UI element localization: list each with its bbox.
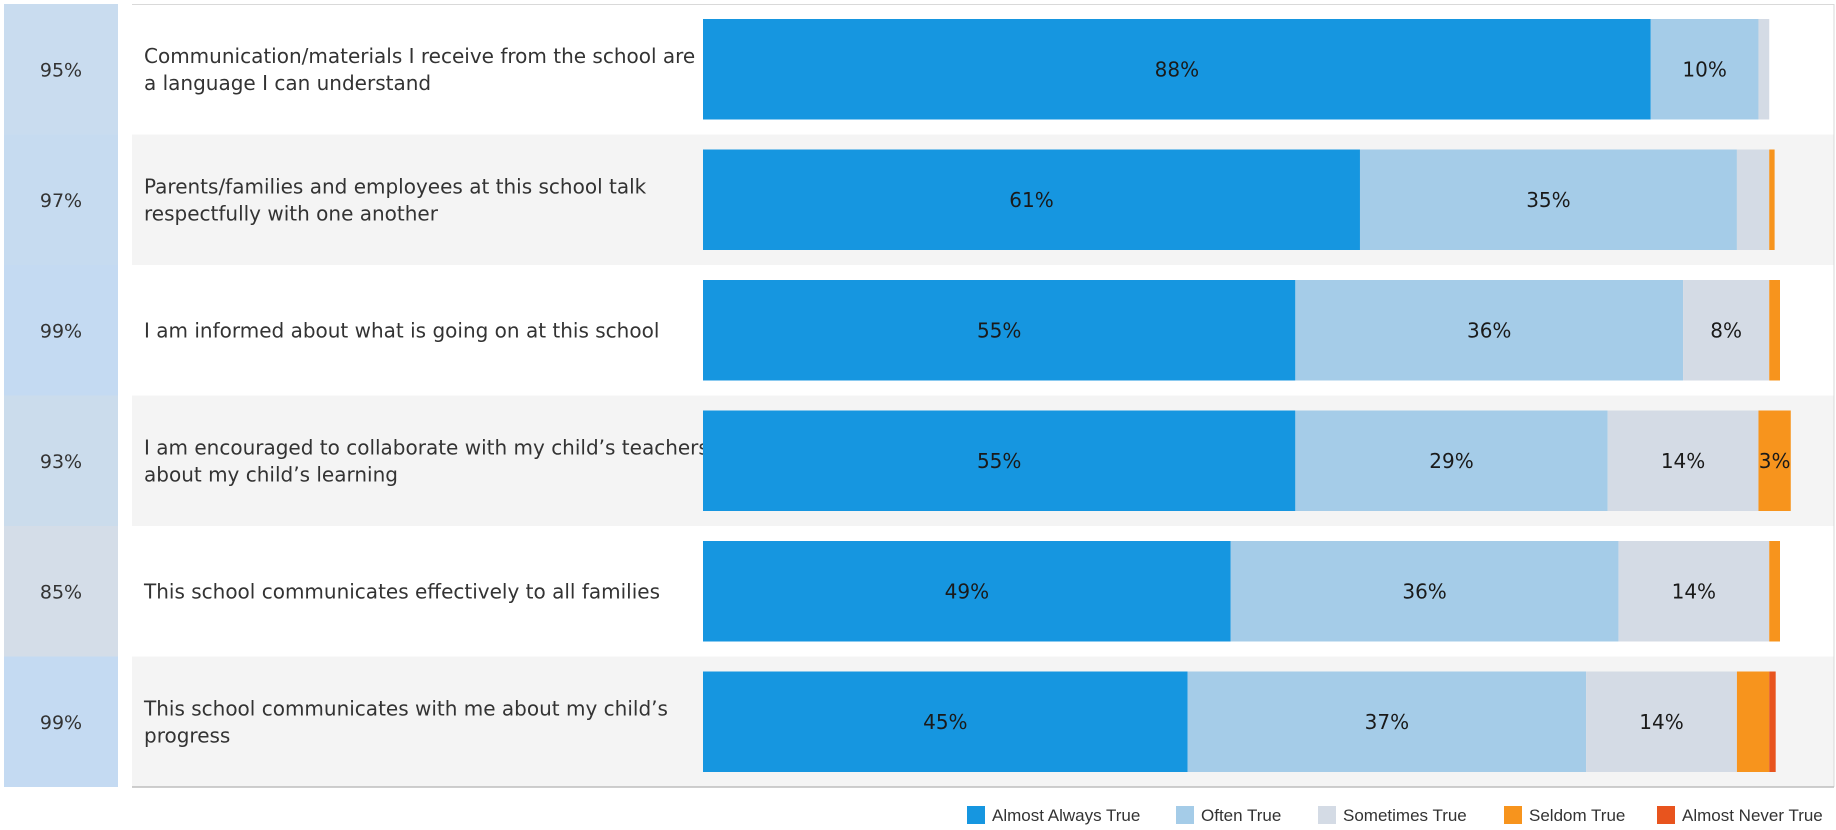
data-label: 88% <box>1155 57 1199 81</box>
question-label: This school communicates effectively to … <box>143 579 660 603</box>
bar-segment[interactable] <box>703 410 1296 512</box>
data-label: 36% <box>1467 318 1511 342</box>
summary-cell <box>4 134 118 265</box>
legend-swatch <box>1657 806 1675 824</box>
bar-segment[interactable] <box>1295 410 1608 512</box>
bar-segment[interactable] <box>1758 410 1791 512</box>
bar-segment[interactable] <box>1769 149 1775 251</box>
summary-cell <box>4 4 118 135</box>
bar-segment[interactable] <box>1650 19 1759 120</box>
legend-label: Seldom True <box>1529 806 1625 825</box>
bar-segment[interactable] <box>703 19 1651 120</box>
summary-value: 97% <box>40 190 82 212</box>
legend-swatch <box>1318 806 1336 824</box>
bar-segment[interactable] <box>1295 280 1684 381</box>
bar-segment[interactable] <box>1769 541 1780 642</box>
data-label: 61% <box>1009 188 1053 212</box>
data-label: 14% <box>1672 579 1716 603</box>
bar-segment[interactable] <box>1683 280 1770 381</box>
data-label: 35% <box>1526 188 1570 212</box>
summary-cell <box>4 265 118 396</box>
question-label: respectfully with one another <box>144 201 439 225</box>
summary-value: 99% <box>40 320 82 342</box>
legend-label: Almost Never True <box>1682 806 1823 825</box>
bar-segment[interactable] <box>1618 541 1770 642</box>
data-label: 37% <box>1365 710 1409 734</box>
summary-cell <box>4 395 118 526</box>
bar-segment[interactable] <box>703 149 1360 251</box>
summary-value: 99% <box>40 712 82 734</box>
question-label: I am encouraged to collaborate with my c… <box>144 435 709 459</box>
bar-segment[interactable] <box>1586 671 1737 773</box>
legend-label: Often True <box>1201 806 1281 825</box>
question-label: a language I can understand <box>144 71 431 95</box>
bar-segment[interactable] <box>1230 541 1619 642</box>
bar-segment[interactable] <box>1758 19 1770 120</box>
data-label: 45% <box>923 710 967 734</box>
bar-segment[interactable] <box>1736 671 1770 773</box>
question-label: I am informed about what is going on at … <box>144 318 659 342</box>
legend-swatch <box>1176 806 1194 824</box>
bar-segment[interactable] <box>703 280 1296 381</box>
legend-swatch <box>1504 806 1522 824</box>
question-label: Communication/materials I receive from t… <box>144 44 720 68</box>
bar-segment[interactable] <box>1769 280 1780 381</box>
legend-label: Sometimes True <box>1343 806 1467 825</box>
question-label: about my child’s learning <box>144 462 398 486</box>
data-label: 49% <box>945 579 989 603</box>
bar-segment[interactable] <box>703 541 1231 642</box>
summary-value: 85% <box>40 581 82 603</box>
question-label: Parents/families and employees at this s… <box>144 174 647 198</box>
summary-cell <box>4 526 118 657</box>
bar-segment[interactable] <box>1736 149 1770 251</box>
question-label: progress <box>144 723 230 747</box>
bar-segment[interactable] <box>1769 671 1776 773</box>
bar-segment[interactable] <box>703 671 1188 773</box>
data-label: 3% <box>1759 449 1791 473</box>
data-label: 14% <box>1661 449 1705 473</box>
legend-label: Almost Always True <box>992 806 1140 825</box>
data-label: 8% <box>1710 318 1742 342</box>
question-label: This school communicates with me about m… <box>143 696 668 720</box>
data-label: 29% <box>1429 449 1473 473</box>
data-label: 36% <box>1402 579 1446 603</box>
legend-swatch <box>967 806 985 824</box>
bar-segment[interactable] <box>1187 671 1587 773</box>
bar-segment[interactable] <box>1359 149 1737 251</box>
bar-segment[interactable] <box>1607 410 1759 512</box>
summary-value: 95% <box>40 59 82 81</box>
data-label: 10% <box>1682 57 1726 81</box>
data-label: 55% <box>977 318 1021 342</box>
data-label: 14% <box>1639 710 1683 734</box>
data-label: 55% <box>977 449 1021 473</box>
summary-cell <box>4 656 118 787</box>
summary-value: 93% <box>40 451 82 473</box>
